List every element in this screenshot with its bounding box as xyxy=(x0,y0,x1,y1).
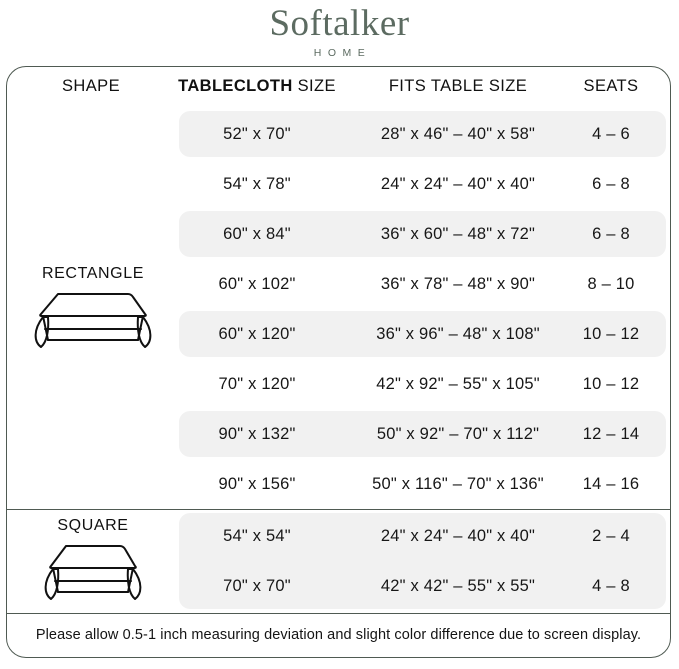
cell-seats: 6 – 8 xyxy=(592,175,630,193)
cell-tablecloth-size: 52" x 70" xyxy=(223,125,291,143)
brand-name: Softalker xyxy=(269,3,410,44)
cell-seats: 4 – 6 xyxy=(592,125,630,143)
cell-tablecloth-size: 60" x 102" xyxy=(218,275,296,293)
row-highlight-band xyxy=(179,411,666,457)
row-highlight-band xyxy=(179,311,666,357)
table-row: 70" x 120" 42" x 92" – 55" x 105" 10 – 12 xyxy=(7,359,670,409)
column-header-fits-table-size: FITS TABLE SIZE xyxy=(388,77,528,95)
column-header-shape: SHAPE xyxy=(62,77,120,95)
cell-seats: 2 – 4 xyxy=(592,527,630,545)
cell-tablecloth-size: 60" x 120" xyxy=(218,325,296,343)
table-row: 60" x 84" 36" x 60" – 48" x 72" 6 – 8 xyxy=(7,209,670,259)
cell-seats: 12 – 14 xyxy=(582,425,640,443)
square-tablecloth-icon xyxy=(44,545,142,600)
shape-cell: RECTANGLE xyxy=(7,265,179,350)
cell-tablecloth-size: 60" x 84" xyxy=(223,225,291,243)
cell-seats: 6 – 8 xyxy=(592,225,630,243)
column-header-tablecloth-strong: TABLECLOTH xyxy=(178,77,293,95)
table-row: 90" x 132" 50" x 92" – 70" x 112" 12 – 14 xyxy=(7,409,670,459)
cell-fits-table-size: 36" x 78" – 48" x 90" xyxy=(380,275,536,293)
table-row: 54" x 78" 24" x 24" – 40" x 40" 6 – 8 xyxy=(7,159,670,209)
shape-cell: SQUARE xyxy=(7,517,179,602)
cell-tablecloth-size: 54" x 54" xyxy=(223,527,291,545)
table-row: 60" x 102" 36" x 78" – 48" x 90" 8 – 10 xyxy=(7,259,670,309)
cell-fits-table-size: 36" x 60" – 48" x 72" xyxy=(380,225,536,243)
column-header-seats: SEATS xyxy=(583,77,639,95)
cell-tablecloth-size: 54" x 78" xyxy=(223,175,291,193)
cell-seats: 14 – 16 xyxy=(582,475,640,493)
cell-seats: 4 – 8 xyxy=(592,577,630,595)
table-row: 70" x 70" 42" x 42" – 55" x 55" 4 – 8 xyxy=(7,561,670,611)
shape-label: RECTANGLE xyxy=(41,265,144,282)
cell-fits-table-size: 24" x 24" – 40" x 40" xyxy=(380,527,536,545)
brand-subtitle: HOME xyxy=(313,47,372,59)
cell-tablecloth-size: 70" x 70" xyxy=(223,577,291,595)
cell-fits-table-size: 28" x 46" – 40" x 58" xyxy=(380,125,536,143)
row-highlight-band xyxy=(179,211,666,257)
cell-tablecloth-size: 90" x 156" xyxy=(218,475,296,493)
footer-divider xyxy=(7,613,670,615)
footer-note: Please allow 0.5-1 inch measuring deviat… xyxy=(35,627,642,643)
size-chart-card: SHAPE TABLECLOTH SIZE FITS TABLE SIZE SE… xyxy=(6,66,671,658)
footer-note-area: Please allow 0.5-1 inch measuring deviat… xyxy=(7,613,670,657)
cell-seats: 8 – 10 xyxy=(587,275,635,293)
table-row: 52" x 70" 28" x 46" – 40" x 58" 4 – 6 xyxy=(7,109,670,159)
cell-seats: 10 – 12 xyxy=(582,375,640,393)
cell-seats: 10 – 12 xyxy=(582,325,640,343)
rectangle-tablecloth-icon xyxy=(34,293,152,348)
cell-fits-table-size: 42" x 92" – 55" x 105" xyxy=(376,375,540,393)
cell-fits-table-size: 50" x 92" – 70" x 112" xyxy=(376,425,540,443)
table-row: 60" x 120" 36" x 96" – 48" x 108" 10 – 12 xyxy=(7,309,670,359)
table-row: 90" x 156" 50" x 116" – 70" x 136" 14 – 16 xyxy=(7,459,670,509)
cell-tablecloth-size: 70" x 120" xyxy=(218,375,296,393)
column-header-tablecloth-size: TABLECLOTH SIZE xyxy=(178,77,336,96)
column-header-tablecloth-rest: SIZE xyxy=(292,77,336,95)
cell-fits-table-size: 50" x 116" – 70" x 136" xyxy=(372,475,544,493)
row-highlight-band xyxy=(179,111,666,157)
table-row: 54" x 54" 24" x 24" – 40" x 40" 2 – 4 xyxy=(7,511,670,561)
cell-fits-table-size: 36" x 96" – 48" x 108" xyxy=(376,325,540,343)
brand-header: Softalker HOME xyxy=(0,0,679,66)
section-divider xyxy=(7,509,670,511)
cell-tablecloth-size: 90" x 132" xyxy=(218,425,296,443)
shape-label: SQUARE xyxy=(57,517,129,534)
cell-fits-table-size: 24" x 24" – 40" x 40" xyxy=(380,175,536,193)
cell-fits-table-size: 42" x 42" – 55" x 55" xyxy=(380,577,536,595)
table-header-row: SHAPE TABLECLOTH SIZE FITS TABLE SIZE SE… xyxy=(7,67,670,109)
row-highlight-band xyxy=(179,513,666,609)
